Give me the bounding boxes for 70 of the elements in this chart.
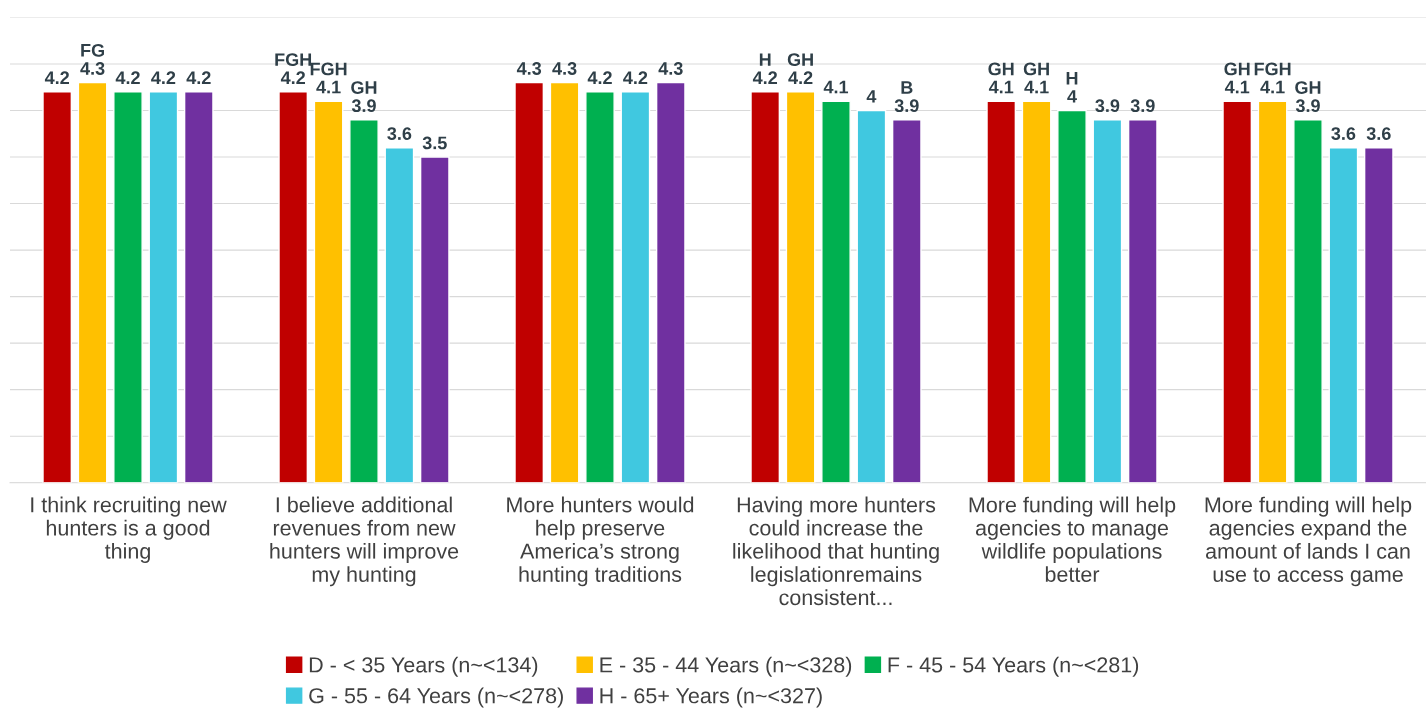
bar	[856, 109, 887, 483]
data-label: 4.3	[658, 62, 683, 75]
bar	[1092, 119, 1123, 483]
bar	[42, 91, 73, 483]
data-label: 4.1	[823, 80, 849, 94]
data-label: 4.2	[623, 71, 648, 84]
data-label: 3.6	[1366, 127, 1391, 141]
data-label: 4.2	[186, 71, 211, 84]
bar	[891, 119, 922, 483]
bar	[183, 91, 214, 483]
bar	[278, 91, 309, 483]
data-label: 4.2	[115, 71, 140, 84]
bar	[821, 100, 851, 483]
data-label: 4.2	[587, 71, 612, 84]
legend-label: F - 45 - 54 Years (n~<281)	[888, 656, 1139, 677]
bar	[785, 91, 816, 483]
data-label: 3.6	[1331, 127, 1356, 141]
data-label: 4.2	[44, 71, 70, 84]
data-label: GH 4.1	[988, 62, 1014, 94]
bar	[113, 91, 143, 483]
data-label: 3.5	[422, 136, 447, 150]
data-label: 4.3	[552, 62, 577, 75]
x-tick-label: More funding will help agencies to manage wildlife populations better	[969, 496, 1176, 582]
data-label: GH 4.2	[787, 53, 813, 84]
data-label: FG 4.3	[80, 43, 105, 75]
legend-label: H - 65+ Years (n~<327)	[600, 687, 822, 708]
data-label: B 3.9	[894, 81, 919, 113]
bar	[77, 81, 108, 483]
data-label: 3.9	[1130, 99, 1155, 113]
bar	[1057, 109, 1087, 483]
bar	[148, 91, 179, 483]
data-label: 3.6	[387, 127, 412, 141]
x-tick-label: I think recruiting new hunters is a good thing	[31, 496, 227, 564]
data-label: GH 4.1	[1224, 62, 1250, 94]
bar	[1257, 100, 1288, 483]
bar	[620, 91, 651, 483]
bar	[750, 91, 781, 483]
bar	[986, 100, 1017, 483]
data-label: 3.9	[1095, 99, 1120, 113]
legend-label: D - < 35 Years (n~<134)	[309, 656, 538, 677]
x-tick-label: I believe additional revenues from new hunters will improve my hunting	[270, 496, 459, 587]
bar	[313, 100, 344, 483]
data-label: GH 3.9	[1295, 81, 1321, 113]
bar	[419, 156, 450, 483]
bar	[384, 147, 415, 483]
bar	[655, 81, 686, 483]
data-label: FGH 4.1	[1254, 62, 1291, 94]
bar	[349, 119, 379, 483]
x-tick-label: More funding will help agencies expand the amount of lands I can use to access game	[1205, 496, 1412, 587]
bar	[549, 81, 580, 483]
bar	[1021, 100, 1052, 483]
data-label: 4.3	[516, 62, 542, 75]
bar	[1328, 147, 1359, 483]
data-label: H 4	[1066, 72, 1078, 103]
data-label: FGH 4.1	[310, 62, 347, 94]
x-tick-label: More hunters would help preserve America’s strong hunting traditions	[507, 496, 694, 587]
data-label: 4.2	[151, 71, 176, 84]
data-label: GH 4.1	[1023, 62, 1049, 94]
legend-label: G - 55 - 64 Years (n~<278)	[309, 687, 563, 708]
legend-label: E - 35 - 44 Years (n~<328)	[600, 656, 852, 677]
bar	[1363, 147, 1394, 483]
bar	[1222, 100, 1253, 483]
data-label: 4	[866, 90, 877, 103]
x-tick-label: Having more hunters could increase the likelihood that hunting legislationremains consistent...	[733, 496, 939, 606]
bar	[585, 91, 615, 483]
data-label: GH 3.9	[351, 81, 377, 113]
bar	[1293, 119, 1323, 483]
bar	[514, 81, 545, 483]
data-label: H 4.2	[752, 53, 778, 84]
bar	[1127, 119, 1158, 483]
